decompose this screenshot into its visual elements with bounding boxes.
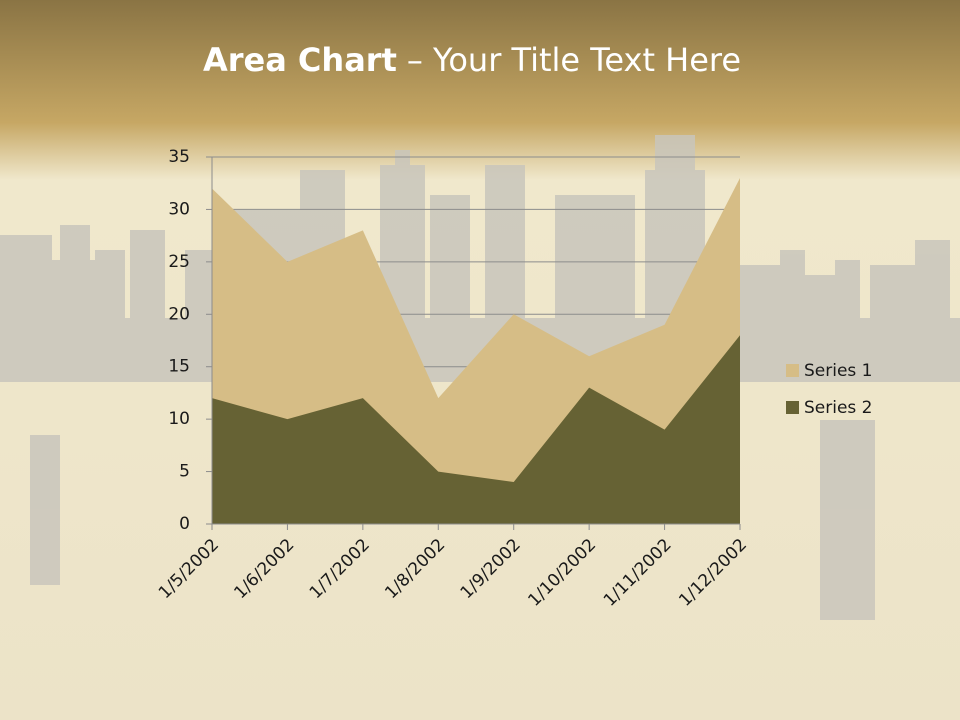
legend-label: Series 1	[804, 361, 873, 381]
area	[212, 335, 740, 524]
y-tick-label: 0	[179, 514, 190, 534]
title: Area Chart – Your Title Text Here	[203, 41, 741, 79]
title-bold: Area Chart	[203, 41, 397, 79]
legend-swatch	[786, 401, 799, 414]
y-tick-label: 5	[179, 462, 190, 482]
y-tick-label: 15	[168, 357, 190, 377]
legend-label: Series 2	[804, 398, 873, 418]
y-tick-label: 25	[168, 252, 190, 272]
y-tick-label: 35	[168, 147, 190, 167]
y-tick-label: 10	[168, 409, 190, 429]
y-tick-label: 20	[168, 304, 190, 324]
y-tick-label: 30	[168, 199, 190, 219]
legend-swatch	[786, 364, 799, 377]
title-rest: – Your Title Text Here	[407, 41, 741, 79]
